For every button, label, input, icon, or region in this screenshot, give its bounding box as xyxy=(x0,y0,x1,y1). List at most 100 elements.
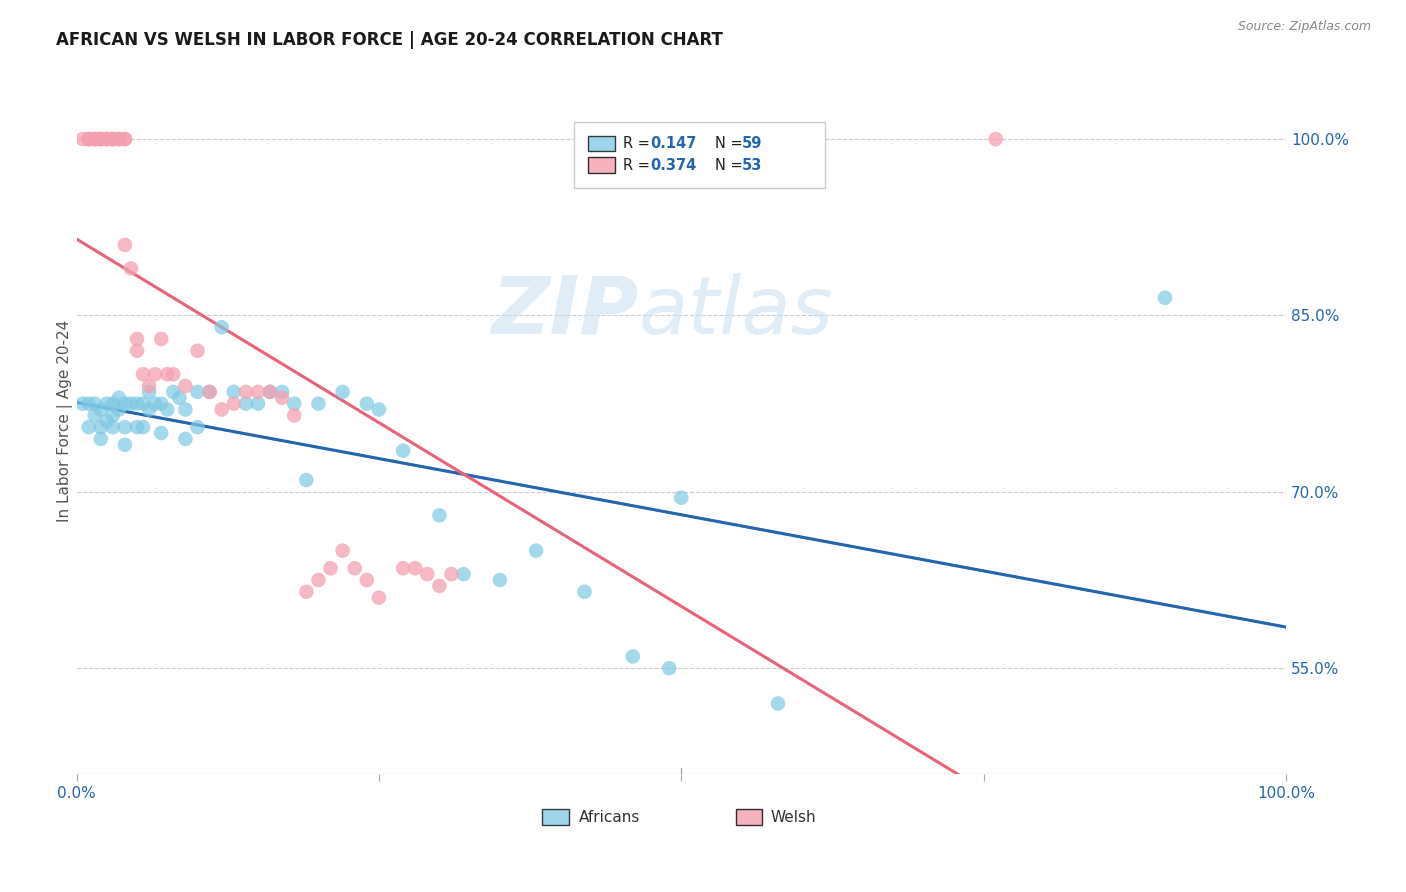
Point xyxy=(108,132,131,146)
Text: Africans: Africans xyxy=(578,810,640,824)
Point xyxy=(114,132,136,146)
Text: Welsh: Welsh xyxy=(770,810,817,824)
Point xyxy=(77,132,100,146)
Point xyxy=(101,397,124,411)
Point xyxy=(83,132,105,146)
Point xyxy=(162,384,184,399)
Point xyxy=(658,661,681,675)
Point xyxy=(108,391,131,405)
Point xyxy=(392,443,415,458)
Point xyxy=(101,409,124,423)
Text: N =: N = xyxy=(716,136,748,151)
Point xyxy=(77,132,100,146)
Text: atlas: atlas xyxy=(638,273,834,351)
Point xyxy=(90,420,112,434)
Point xyxy=(671,491,693,505)
Point xyxy=(108,402,131,417)
FancyBboxPatch shape xyxy=(588,136,614,151)
Point xyxy=(150,397,173,411)
Point xyxy=(235,384,257,399)
Point xyxy=(150,332,173,346)
FancyBboxPatch shape xyxy=(735,809,762,825)
Point xyxy=(295,584,318,599)
Point xyxy=(77,132,100,146)
Point xyxy=(271,391,294,405)
Point xyxy=(211,320,233,334)
Point xyxy=(108,132,131,146)
Point xyxy=(332,543,354,558)
Point xyxy=(96,397,118,411)
Point xyxy=(156,402,179,417)
Point xyxy=(96,132,118,146)
Point xyxy=(101,420,124,434)
Point xyxy=(138,379,160,393)
Point xyxy=(174,379,197,393)
Point xyxy=(96,414,118,428)
Point xyxy=(90,132,112,146)
Text: 53: 53 xyxy=(742,158,762,173)
Y-axis label: In Labor Force | Age 20-24: In Labor Force | Age 20-24 xyxy=(58,320,73,523)
Point xyxy=(356,397,378,411)
Point xyxy=(72,397,94,411)
Point xyxy=(101,132,124,146)
FancyBboxPatch shape xyxy=(588,157,614,173)
Point xyxy=(101,132,124,146)
Point xyxy=(222,397,245,411)
Point xyxy=(132,397,155,411)
Point xyxy=(83,409,105,423)
Point xyxy=(453,567,475,582)
Point xyxy=(169,391,191,405)
Point xyxy=(77,397,100,411)
Text: N =: N = xyxy=(716,158,748,173)
Point xyxy=(283,409,305,423)
Point xyxy=(120,397,142,411)
Point xyxy=(83,132,105,146)
Text: 0.374: 0.374 xyxy=(650,158,696,173)
Point xyxy=(114,132,136,146)
Point xyxy=(524,543,547,558)
Point xyxy=(132,368,155,382)
Point xyxy=(621,649,644,664)
Point xyxy=(77,420,100,434)
Point xyxy=(429,508,451,523)
FancyBboxPatch shape xyxy=(574,122,825,187)
Text: R =: R = xyxy=(623,158,655,173)
Point xyxy=(125,332,148,346)
Point xyxy=(83,132,105,146)
Point xyxy=(367,402,389,417)
Point xyxy=(90,432,112,446)
Point xyxy=(114,397,136,411)
Point xyxy=(222,384,245,399)
Text: Source: ZipAtlas.com: Source: ZipAtlas.com xyxy=(1237,20,1371,33)
Point xyxy=(259,384,281,399)
Text: 0.147: 0.147 xyxy=(650,136,696,151)
Point xyxy=(429,579,451,593)
Point xyxy=(186,343,208,358)
Point xyxy=(343,561,366,575)
Point xyxy=(174,402,197,417)
Text: R =: R = xyxy=(623,136,655,151)
FancyBboxPatch shape xyxy=(543,809,569,825)
Point xyxy=(392,561,415,575)
Point xyxy=(120,261,142,276)
Point xyxy=(332,384,354,399)
Point xyxy=(1154,291,1177,305)
Point xyxy=(404,561,426,575)
Point xyxy=(101,132,124,146)
Point xyxy=(90,132,112,146)
Point xyxy=(114,438,136,452)
Point xyxy=(766,697,789,711)
Point xyxy=(72,132,94,146)
Point xyxy=(174,432,197,446)
Point xyxy=(198,384,221,399)
Point xyxy=(489,573,512,587)
Point xyxy=(574,584,596,599)
Text: ZIP: ZIP xyxy=(492,273,638,351)
Point xyxy=(440,567,463,582)
Point xyxy=(235,397,257,411)
Point xyxy=(156,368,179,382)
Point xyxy=(186,384,208,399)
Point xyxy=(143,397,166,411)
Text: 59: 59 xyxy=(742,136,762,151)
Point xyxy=(125,397,148,411)
